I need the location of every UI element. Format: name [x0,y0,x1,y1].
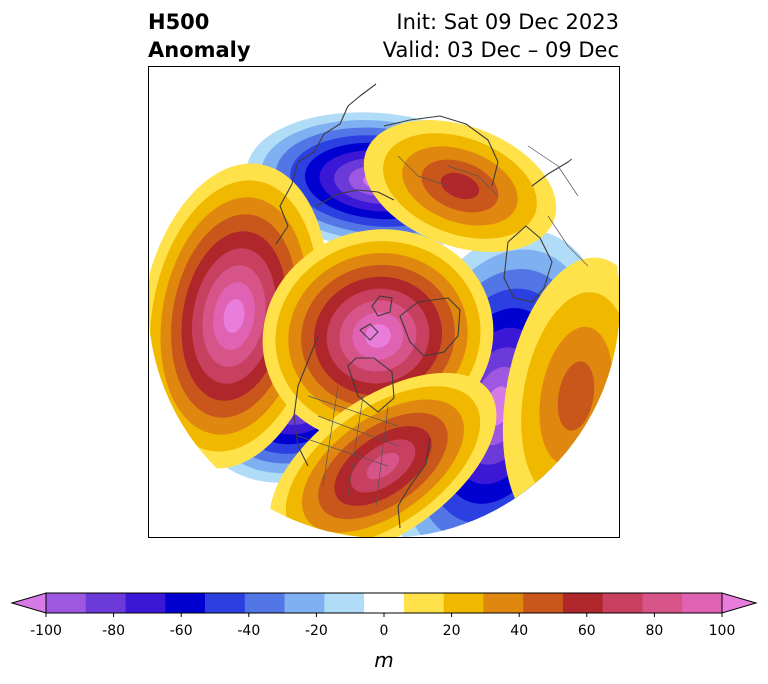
coastline [371,295,393,317]
colorbar-segment [562,593,603,613]
colorbar-segment [602,593,643,613]
map-dates: Init: Sat 09 Dec 2023 Valid: 03 Dec – 09… [383,8,619,64]
colorbar-segment [443,593,484,613]
coastline [383,115,499,187]
colorbar-segment [403,593,444,613]
colorbar-segment [85,593,126,613]
positive-anomaly-arctic-contour [365,324,391,348]
colorbar-tick-label: -100 [30,623,62,639]
colorbar-segment [682,593,723,613]
colorbar-tick-label: -80 [102,623,125,639]
colorbar-tick-label: 80 [645,623,663,639]
colorbar-unit: m [374,648,393,672]
coastline [503,225,553,303]
colorbar-tick-label: 40 [510,623,528,639]
colorbar-tick-label: -40 [237,623,260,639]
colorbar-tick-label: 20 [443,623,461,639]
positive-anomaly-western-us [269,372,497,538]
colorbar-segment [165,593,206,613]
positive-anomaly-eastern-asia-contour [440,172,480,200]
colorbar: -100 -80 -60 -40 -20 0 20 40 60 80 100 m [10,592,758,672]
colorbar-extend-max [721,592,758,614]
colorbar-extend-min [10,592,47,614]
colorbar-tick-label: -20 [305,623,328,639]
colorbar-segment [523,593,564,613]
positive-anomaly-siberia-contour [557,361,595,431]
colorbar-segment [125,593,166,613]
country-borders [397,145,589,267]
colorbar-tick-label: 100 [709,623,736,639]
anomaly-map [148,66,620,538]
coastline [293,335,319,467]
coastline [315,189,395,207]
state-borders [297,385,399,507]
title-subtitle: Anomaly [148,38,251,62]
coastline [399,297,461,357]
coastline [359,323,379,341]
colorbar-segment [46,593,87,613]
positive-anomaly-eastern-asia [363,120,557,252]
coastline [275,83,377,245]
coastline [397,437,431,529]
valid-range: Valid: 03 Dec – 09 Dec [382,38,619,62]
coastline [347,357,395,413]
init-date: Init: Sat 09 Dec 2023 [396,10,619,34]
colorbar-segment [324,593,365,613]
map-title: H500 Anomaly [148,8,251,64]
colorbar-segment [483,593,524,613]
colorbar-tick-label: -60 [170,623,193,639]
colorbar-segment [364,593,405,613]
colorbar-segment [284,593,325,613]
colorbar-segment [244,593,285,613]
colorbar-tick-label: 60 [578,623,596,639]
title-variable: H500 [148,10,210,34]
positive-anomaly-western-us-contour [366,452,400,480]
colorbar-segment [642,593,683,613]
colorbar-tick-label: 0 [380,623,389,639]
positive-anomaly-pacific-contour [223,299,245,333]
colorbar-segment [205,593,246,613]
